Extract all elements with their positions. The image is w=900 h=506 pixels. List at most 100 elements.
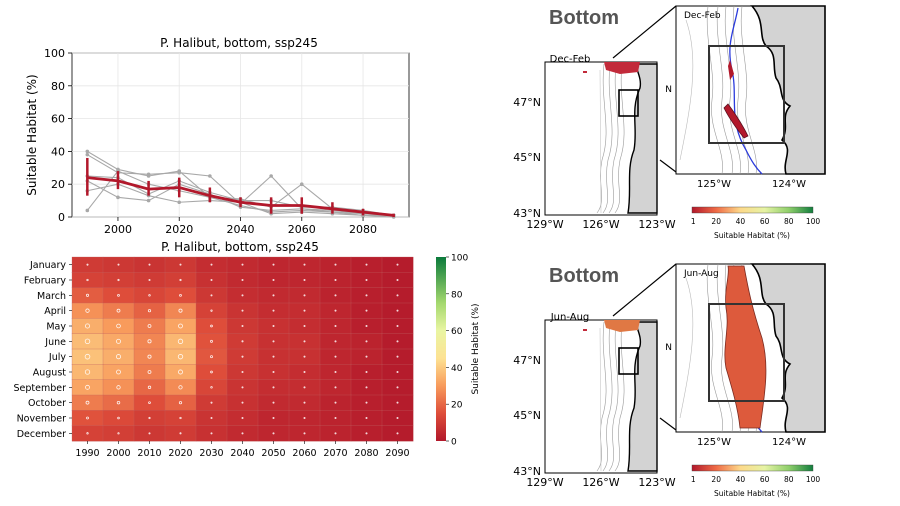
heatmap-marker: [179, 278, 182, 282]
inset-depth-contour: [679, 19, 694, 161]
heatmap-marker: [148, 294, 151, 297]
heatmap-cell: [102, 302, 135, 319]
heatmap-cell: [133, 348, 166, 365]
heatmap-cell: [71, 410, 104, 427]
decade-label: 2030: [199, 448, 223, 459]
y-tick-label: 40: [51, 145, 65, 158]
heatmap-marker: [84, 369, 91, 375]
heatmap-marker: [177, 354, 184, 360]
heatmap-marker: [117, 278, 120, 282]
heatmap-cell: [133, 364, 166, 381]
heatmap-marker: [177, 338, 184, 344]
heatmap-marker: [241, 324, 244, 327]
line-chart-title: P. Halibut, bottom, ssp245: [160, 36, 318, 50]
heatmap-cell: [133, 287, 166, 304]
month-label: September: [13, 383, 66, 394]
decade-label: 2020: [168, 448, 192, 459]
heatmap-marker: [85, 308, 90, 313]
heatmap-marker: [396, 386, 399, 389]
inset-habitat-patch: [724, 265, 767, 429]
heatmap-marker: [178, 323, 183, 329]
heatmap-cell: [102, 425, 135, 442]
heatmap-marker: [241, 263, 244, 266]
heatmap-marker: [303, 401, 306, 404]
heatmap-marker: [147, 385, 152, 389]
heatmap-marker: [115, 354, 122, 360]
heatmap-marker: [334, 386, 337, 389]
month-label: November: [17, 414, 67, 425]
heatmap-marker: [179, 263, 182, 266]
heatmap-cell: [164, 272, 197, 289]
inset-connector: [659, 159, 677, 173]
y-tick-label: 20: [51, 178, 65, 191]
depth-contour: [608, 321, 619, 472]
heatmap-colorbar: [436, 257, 446, 441]
inset-habitat-patch: [723, 103, 749, 139]
heatmap-marker: [272, 386, 275, 389]
heatmap-marker: [86, 416, 89, 420]
heatmap-cell: [71, 302, 104, 319]
member-point: [116, 195, 120, 200]
month-label: January: [29, 260, 66, 271]
member-point: [299, 182, 304, 186]
heatmap-marker: [117, 293, 120, 297]
heatmap-cell: [164, 425, 197, 442]
heatmap-marker: [147, 370, 152, 374]
heatmap-cell: [133, 394, 166, 411]
heatmap-cell: [164, 364, 197, 381]
heatmap-marker: [148, 263, 151, 266]
heatmap-marker: [241, 416, 244, 419]
heatmap-marker: [116, 369, 121, 375]
heatmap-marker: [116, 338, 121, 344]
heatmap-marker: [272, 263, 275, 266]
heatmap-marker: [365, 355, 368, 358]
heatmap-cell: [195, 318, 228, 335]
ensemble-mean-line: [86, 157, 395, 217]
heatmap-marker: [303, 416, 306, 419]
heatmap-marker: [396, 278, 399, 281]
heatmap-marker: [334, 401, 337, 404]
inset-connector: [612, 5, 677, 59]
heatmap-decade-labels: 1990 2000 2010 2020 2030 2040 2050 2060 2070 2080…: [75, 441, 410, 459]
heatmap-marker: [396, 340, 399, 343]
map-colorbar: 1 20 40 60 80 100 Suitable Habitat (%): [691, 206, 821, 240]
latitude-label: 43°N: [513, 465, 541, 478]
heatmap-marker: [334, 324, 337, 327]
heatmap-marker: [334, 416, 337, 419]
member-point: [85, 208, 90, 213]
heatmap-marker: [365, 309, 368, 312]
heatmap-marker: [241, 386, 244, 389]
habitat-speck: [583, 71, 587, 73]
heatmap-marker: [179, 293, 182, 297]
x-tick-label: 2080: [349, 223, 377, 236]
map-colorbar-tick-label: 100: [806, 217, 821, 226]
heatmap-cell: [71, 272, 104, 289]
heatmap-marker: [272, 294, 275, 297]
heatmap-marker: [86, 263, 89, 266]
month-label: October: [28, 398, 66, 409]
seamount-contour: [599, 69, 602, 214]
map-colorbar-tick-label: 80: [784, 217, 794, 226]
heatmap-marker: [365, 386, 368, 389]
heatmap-cell: [102, 348, 135, 365]
heatmap-cell: [164, 410, 197, 427]
heatmap-marker: [241, 370, 244, 373]
heatmap-marker: [148, 278, 151, 282]
heatmap-cell: [102, 394, 135, 411]
latitude-label: 43°N: [513, 207, 541, 220]
heatmap-marker: [210, 278, 213, 281]
depth-contour: [602, 63, 613, 214]
heatmap-cell: [164, 333, 197, 350]
heatmap-marker: [303, 294, 306, 297]
heatmap-cell: [102, 318, 135, 335]
heatmap-marker: [84, 323, 91, 329]
heatmap-marker: [86, 432, 89, 435]
heatmap-cell: [71, 348, 104, 365]
longitude-label: 123°W: [638, 218, 675, 231]
mean-line: [87, 176, 394, 217]
heatmap-cell: [195, 333, 228, 350]
latitude-label: 45°N: [513, 151, 541, 164]
heatmap-marker: [210, 370, 213, 374]
